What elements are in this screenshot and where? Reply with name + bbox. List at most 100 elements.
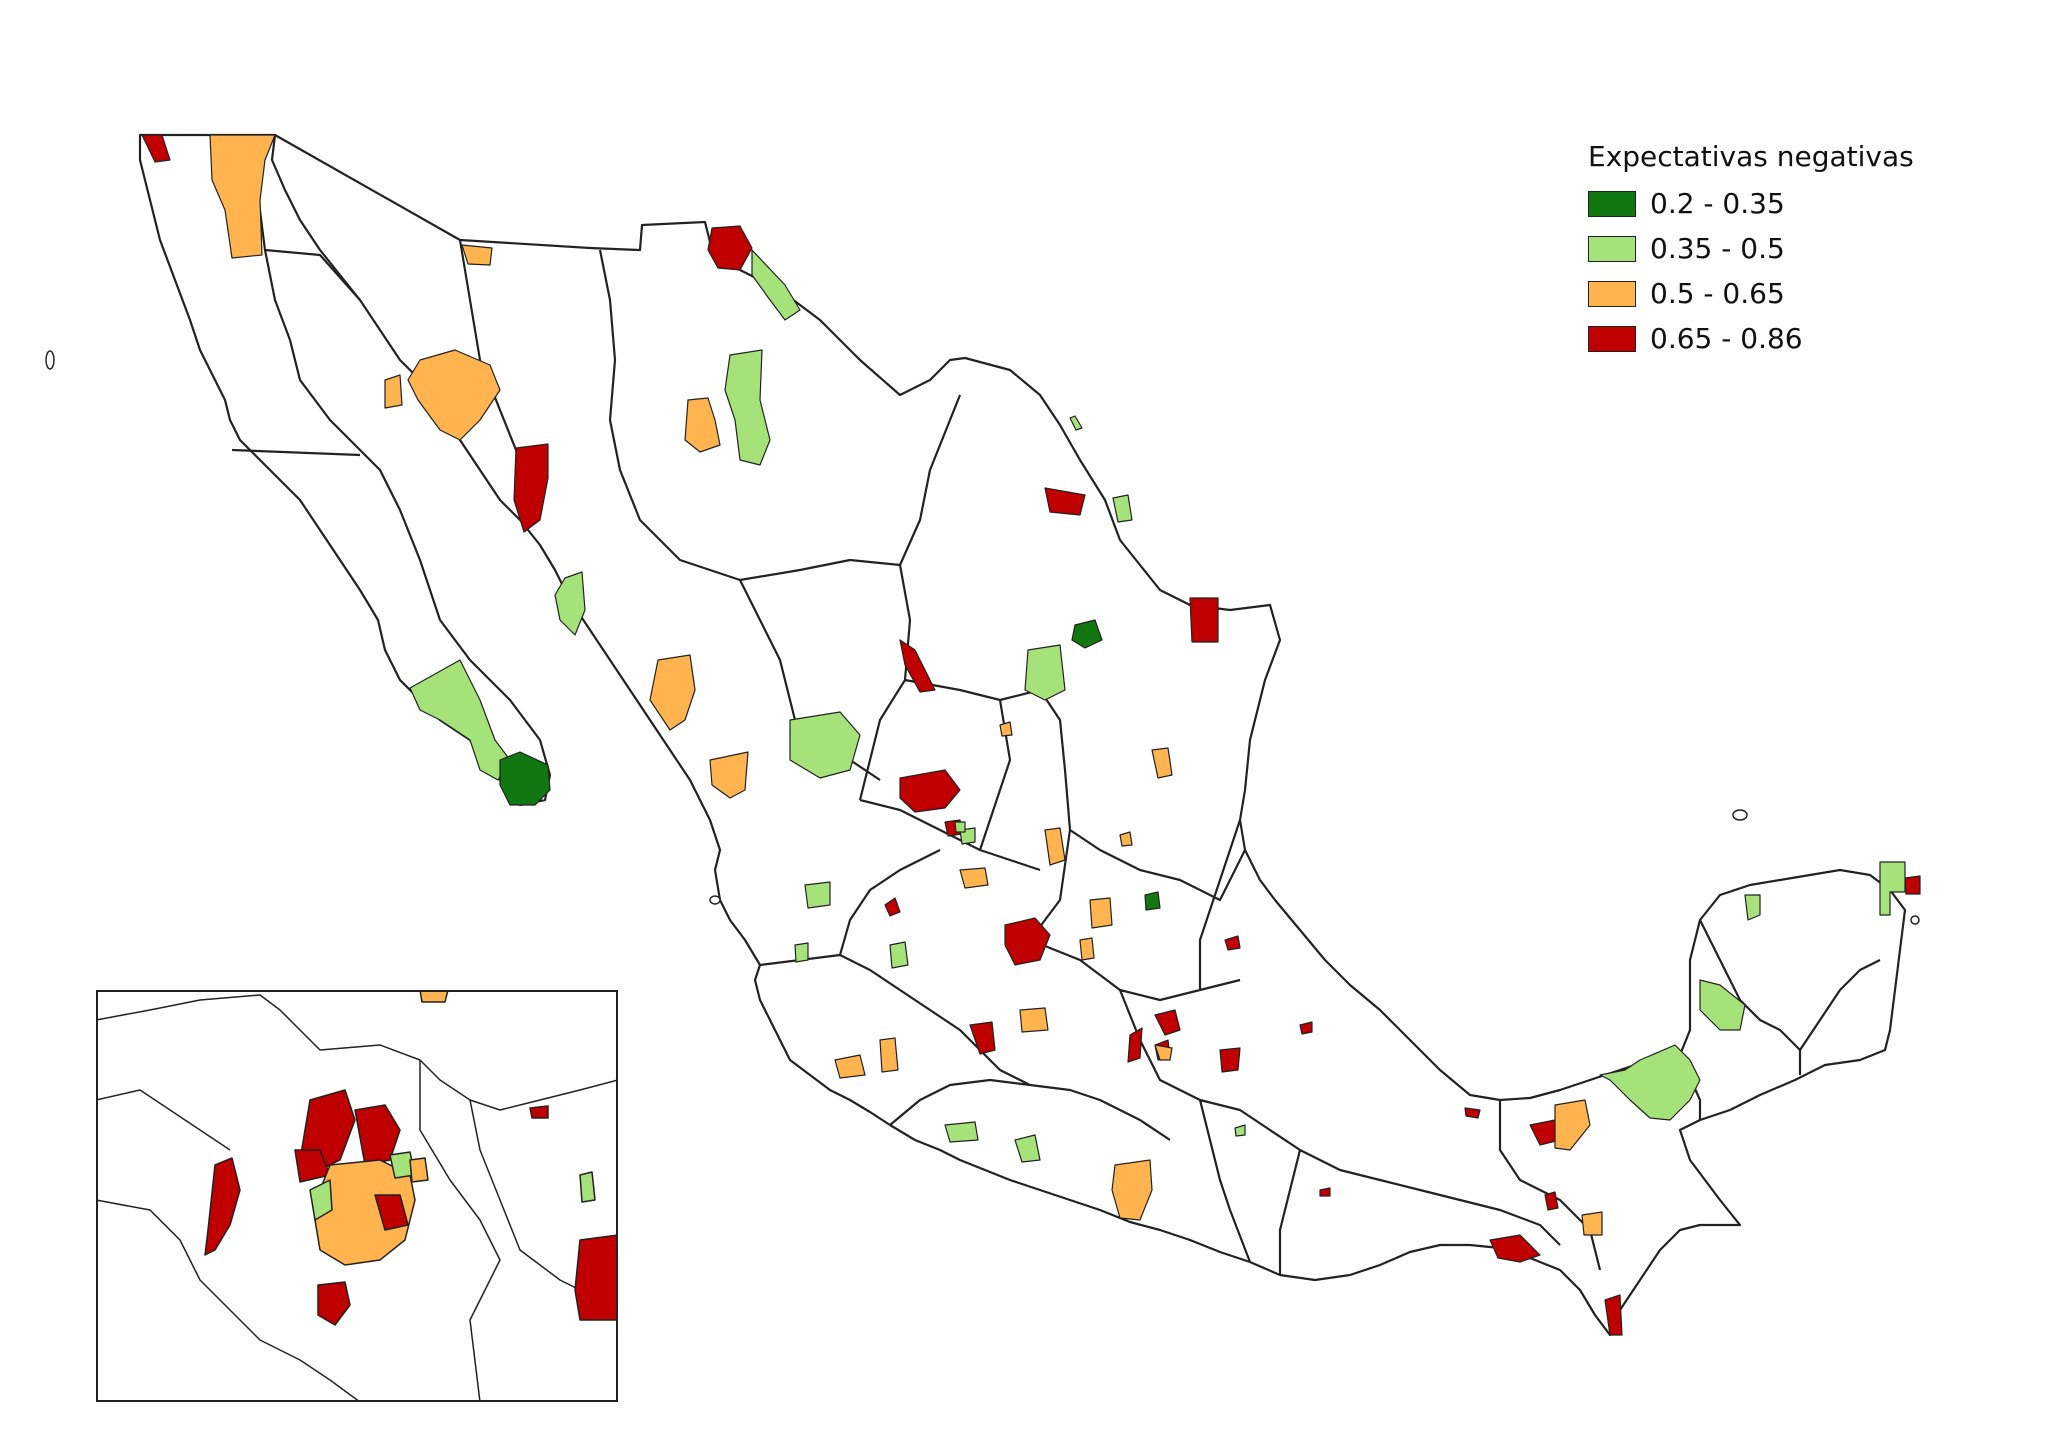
- municipality-class4: [1489, 1234, 1541, 1263]
- legend: Expectativas negativas 0.2 - 0.35 0.35 -…: [1588, 140, 1914, 361]
- municipality-class2: [789, 711, 861, 779]
- legend-label: 0.5 - 0.65: [1650, 277, 1785, 310]
- island: [45, 350, 55, 370]
- municipality-class4: [1219, 1047, 1241, 1073]
- municipality-class2: [751, 249, 801, 321]
- municipality-class3: [461, 244, 493, 266]
- municipality-class4: [1154, 1009, 1181, 1036]
- inset-municipality: [419, 990, 449, 1003]
- inset-state-lines: [96, 994, 618, 1402]
- municipality-class2: [1112, 494, 1133, 523]
- legend-label: 0.35 - 0.5: [1650, 232, 1785, 265]
- municipality-class4: [884, 897, 901, 917]
- inset-municipality: [204, 1157, 241, 1256]
- municipality-class4: [707, 225, 753, 271]
- inset-municipality: [529, 1105, 549, 1119]
- legend-item: 0.35 - 0.5: [1588, 226, 1914, 271]
- municipality-class2: [1234, 1124, 1246, 1137]
- municipality-class4: [899, 769, 961, 813]
- municipality-class3: [649, 654, 696, 731]
- municipality-class4: [1464, 1107, 1481, 1119]
- municipality-class3: [959, 867, 989, 889]
- municipality-class3: [709, 751, 749, 799]
- municipality-class4: [969, 1021, 996, 1055]
- municipality-class3: [1019, 1007, 1049, 1033]
- municipality-class4: [141, 134, 171, 163]
- island: [1732, 809, 1748, 821]
- municipality-class3: [879, 1037, 899, 1073]
- municipality-class4: [1904, 875, 1921, 895]
- municipality-class4: [1004, 917, 1051, 966]
- legend-swatch: [1588, 235, 1636, 262]
- municipality-class3: [1154, 1044, 1173, 1061]
- inset-municipality: [374, 1194, 409, 1231]
- legend-item: 0.5 - 0.65: [1588, 271, 1914, 316]
- municipality-class2: [724, 349, 771, 466]
- municipality-class2: [1599, 1044, 1701, 1121]
- yucatan-lines: [1699, 919, 1881, 1075]
- municipality-class4: [1224, 935, 1241, 951]
- municipality-class4: [1299, 1021, 1313, 1035]
- municipality-class3: [684, 397, 721, 453]
- municipality-class4: [1544, 1191, 1559, 1211]
- inset-municipality: [579, 1171, 596, 1203]
- inset-municipality: [354, 1104, 401, 1166]
- municipality-class1: [1071, 619, 1103, 649]
- municipality-class3: [1151, 747, 1173, 779]
- municipality-class4: [1189, 597, 1219, 643]
- municipality-class2: [889, 941, 909, 969]
- inset-municipality: [309, 1179, 333, 1221]
- municipality-class4: [899, 639, 936, 693]
- municipalities: [141, 134, 1921, 1336]
- municipality-class2: [794, 942, 809, 963]
- municipality-class3: [1111, 1159, 1153, 1221]
- legend-item: 0.2 - 0.35: [1588, 181, 1914, 226]
- legend-label: 0.65 - 0.86: [1650, 322, 1803, 355]
- municipality-class2: [1014, 1134, 1041, 1163]
- municipality-class2: [1879, 861, 1906, 916]
- municipality-class2: [1699, 979, 1746, 1031]
- legend-swatch: [1588, 190, 1636, 217]
- municipality-class1: [1144, 891, 1161, 911]
- legend-title: Expectativas negativas: [1588, 140, 1914, 173]
- legend-label: 0.2 - 0.35: [1650, 187, 1785, 220]
- municipality-class1: [499, 751, 551, 806]
- municipality-class2: [954, 821, 966, 833]
- municipality-class3: [1044, 827, 1066, 866]
- inset-municipality: [317, 1281, 351, 1326]
- municipality-class3: [1079, 937, 1095, 961]
- municipality-class3: [999, 721, 1013, 737]
- municipality-class2: [409, 659, 511, 781]
- inset-map: [96, 990, 618, 1402]
- municipality-class4: [1044, 487, 1086, 516]
- municipality-class4: [1127, 1027, 1143, 1063]
- municipality-class3: [1554, 1099, 1591, 1151]
- island: [709, 895, 721, 905]
- municipality-class3: [407, 349, 501, 441]
- municipality-class2: [554, 571, 586, 636]
- municipality-class4: [513, 443, 549, 533]
- island: [1910, 915, 1920, 925]
- municipality-class2: [1069, 415, 1083, 431]
- mainland: [270, 133, 1907, 1337]
- legend-item: 0.65 - 0.86: [1588, 316, 1914, 361]
- municipality-class3: [384, 374, 403, 409]
- municipality-class3: [1581, 1211, 1603, 1236]
- municipality-class2: [804, 881, 831, 909]
- municipality-class2: [944, 1121, 979, 1143]
- legend-swatch: [1588, 325, 1636, 352]
- inset-frame: [96, 990, 618, 1402]
- municipality-class4: [1319, 1187, 1331, 1197]
- municipality-class2: [1024, 644, 1066, 701]
- municipality-class2: [1744, 894, 1761, 921]
- inset-municipality: [574, 1234, 618, 1321]
- municipality-class3: [1119, 831, 1133, 847]
- inset-municipality: [409, 1157, 429, 1183]
- municipality-class3: [209, 134, 276, 259]
- legend-swatch: [1588, 280, 1636, 307]
- municipality-class3: [1089, 897, 1113, 929]
- municipality-class4: [1604, 1294, 1623, 1336]
- islands: [45, 350, 1920, 925]
- municipality-class3: [834, 1054, 866, 1079]
